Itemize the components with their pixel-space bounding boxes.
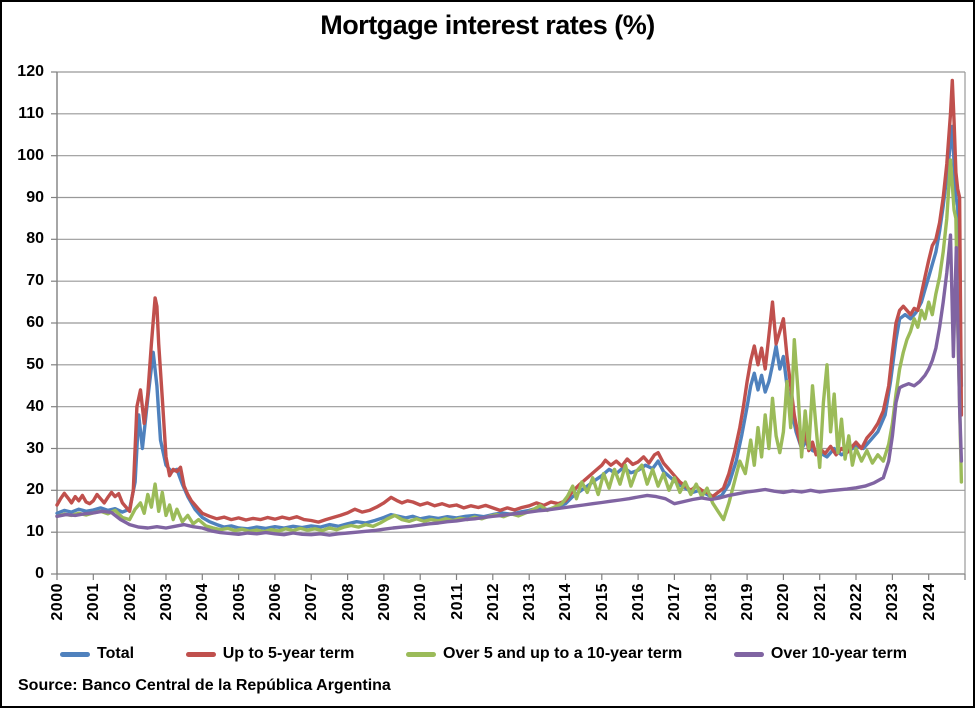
y-axis-label-0: 0 (35, 565, 44, 582)
x-axis-label-2008: 2008 (339, 583, 357, 621)
legend-marker-icon (406, 651, 436, 657)
y-axis-label-100: 100 (17, 146, 44, 164)
legend: Total Up to 5-year term Over 5 and up to a… (60, 645, 907, 663)
y-axis-label-20: 20 (26, 481, 44, 499)
x-axis-label-2006: 2006 (266, 583, 284, 621)
x-axis-label-2022: 2022 (848, 583, 866, 621)
series-line-total (55, 124, 964, 531)
legend-label: Up to 5-year term (222, 645, 355, 662)
y-axis-label-120: 120 (17, 63, 44, 80)
y-axis-label-80: 80 (26, 230, 44, 248)
x-axis-label-2020: 2020 (775, 583, 793, 621)
y-axis-label-70: 70 (26, 272, 44, 290)
legend-item-over-10-year-term: Over 10-year term (733, 645, 907, 663)
x-axis-label-2016: 2016 (630, 583, 648, 621)
x-axis-label-2021: 2021 (811, 583, 829, 621)
x-axis-label-2010: 2010 (412, 583, 430, 621)
x-axis-label-2005: 2005 (230, 583, 248, 621)
legend-item-total: Total (60, 645, 134, 663)
y-axis-label-110: 110 (18, 104, 44, 122)
x-axis-label-2018: 2018 (702, 583, 720, 621)
source-note: Source: Banco Central de la República Ar… (18, 677, 391, 694)
x-axis-label-2003: 2003 (157, 583, 175, 621)
y-axis-label-30: 30 (26, 439, 44, 457)
x-axis-label-2000: 2000 (49, 583, 66, 621)
x-axis-label-2017: 2017 (666, 583, 684, 621)
legend-item-up-to-5-year-term: Up to 5-year term (185, 645, 355, 663)
y-axis-label-50: 50 (26, 355, 44, 373)
legend-marker-icon (733, 651, 764, 657)
x-axis-label-2012: 2012 (484, 583, 502, 621)
series-line-over-10-year-term (55, 233, 964, 537)
x-axis-label-2011: 2011 (448, 583, 466, 620)
x-axis-label-2024: 2024 (920, 583, 938, 621)
y-axis-label-90: 90 (26, 188, 44, 206)
plot-area (51, 71, 966, 580)
legend-label: Total (97, 645, 135, 662)
legend-label: Over 10-year term (770, 645, 907, 662)
x-axis-label-2009: 2009 (375, 583, 393, 621)
chart-title: Mortgage interest rates (%) (320, 10, 655, 40)
x-axis-label-2001: 2001 (85, 583, 103, 621)
x-axis-label-2023: 2023 (884, 583, 902, 621)
y-axis-label-60: 60 (26, 314, 44, 331)
x-axis-label-2015: 2015 (593, 583, 611, 621)
y-axis-label-40: 40 (26, 397, 44, 415)
legend-marker-icon (185, 651, 216, 657)
x-axis-label-2013: 2013 (521, 583, 539, 621)
x-axis-label-2014: 2014 (557, 583, 575, 621)
legend-label: Over 5 and up to a 10-year term (443, 645, 683, 662)
y-axis-label-10: 10 (26, 523, 44, 541)
x-axis-label-2007: 2007 (303, 583, 321, 621)
x-axis-label-2019: 2019 (739, 583, 757, 621)
series-line-over-5-and-up-to-a-10-year-term (55, 158, 964, 534)
legend-marker-icon (60, 651, 90, 657)
x-axis-label-2002: 2002 (121, 583, 139, 621)
legend-item-over-5-and-up-to-a-10-year-term: Over 5 and up to a 10-year term (406, 645, 682, 663)
x-axis-label-2004: 2004 (194, 583, 212, 621)
